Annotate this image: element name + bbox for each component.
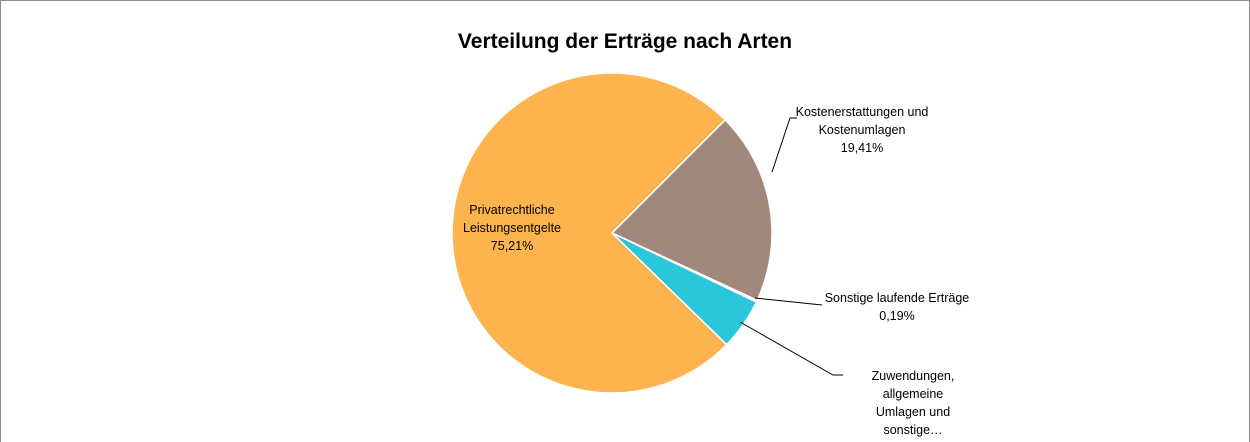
value-label: 0,19% [879, 309, 915, 323]
category-label: Privatrechtliche Leistungsentgelte [463, 203, 561, 235]
slice-label: Privatrechtliche Leistungsentgelte 75,21% [457, 201, 567, 255]
category-label: Sonstige laufende Erträge [824, 291, 970, 305]
chart-title: Verteilung der Erträge nach Arten [457, 30, 793, 53]
leader-line [739, 321, 843, 376]
pie-slice [610, 118, 773, 302]
leader-line [754, 297, 823, 306]
leader-line [771, 117, 797, 173]
slice-label: Kostenerstattungen und Kostenumlagen 19,4… [777, 103, 947, 157]
pie-slice [451, 72, 728, 394]
slice-label: Zuwendungen, allgemeine Umlagen und sons… [868, 367, 958, 439]
slice-label: Sonstige laufende Erträge 0,19% [812, 289, 982, 325]
category-label: Zuwendungen, allgemeine Umlagen und sons… [871, 369, 955, 437]
category-label: Kostenerstattungen und Kostenumlagen [795, 105, 929, 137]
value-label: 75,21% [490, 239, 534, 253]
value-label: 19,41% [840, 141, 884, 155]
